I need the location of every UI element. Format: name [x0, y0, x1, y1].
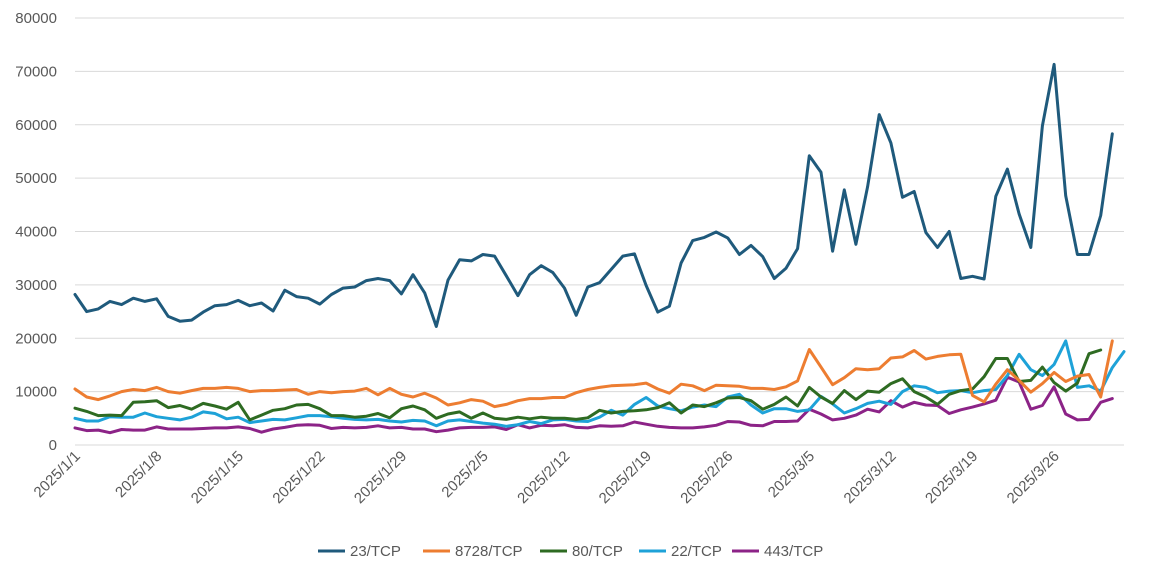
legend-label: 443/TCP [764, 543, 823, 560]
x-tick-label: 2025/3/19 [922, 448, 981, 507]
x-tick-label: 2025/1/22 [269, 448, 328, 507]
series-line-443-tcp [73, 375, 1114, 435]
series-lines [73, 62, 1126, 435]
x-tick-label: 2025/2/19 [596, 448, 655, 507]
series-line-80-tcp [73, 348, 1103, 422]
legend-label: 8728/TCP [455, 543, 523, 560]
x-tick-label: 2025/1/29 [351, 448, 410, 507]
y-tick-label: 0 [49, 437, 57, 454]
series-line-22-tcp [73, 339, 1126, 428]
x-tick-label: 2025/2/26 [677, 448, 736, 507]
legend-label: 80/TCP [572, 543, 623, 560]
y-tick-label: 20000 [15, 330, 57, 347]
x-tick-label: 2025/1/1 [31, 448, 84, 501]
x-tick-label: 2025/2/12 [514, 448, 573, 507]
x-tick-label: 2025/2/5 [438, 448, 491, 501]
gridlines [75, 17, 1124, 446]
y-axis-tick-labels: 0 10000 20000 30000 40000 50000 60000 70000 8000… [15, 10, 57, 454]
x-tick-label: 2025/1/15 [188, 448, 247, 507]
y-tick-label: 70000 [15, 63, 57, 80]
y-tick-label: 40000 [15, 224, 57, 241]
y-tick-label: 50000 [15, 170, 57, 187]
x-axis-tick-labels: 2025/1/1 2025/1/8 2025/1/15 2025/1/22 2025/1… [31, 448, 1063, 507]
legend-label: 23/TCP [350, 543, 401, 560]
y-tick-label: 10000 [15, 384, 57, 401]
x-tick-label: 2025/3/12 [841, 448, 900, 507]
x-tick-label: 2025/3/5 [765, 448, 818, 501]
series-line-23-tcp [73, 62, 1114, 328]
y-tick-label: 60000 [15, 117, 57, 134]
y-tick-label: 30000 [15, 277, 57, 294]
series-line-8728-tcp [73, 339, 1114, 409]
x-tick-label: 2025/3/26 [1004, 448, 1063, 507]
legend-label: 22/TCP [671, 543, 722, 560]
legend: 23/TCP 8728/TCP 80/TCP 22/TCP 443/TCP [318, 543, 823, 560]
y-tick-label: 80000 [15, 10, 57, 27]
x-tick-label: 2025/1/8 [112, 448, 165, 501]
